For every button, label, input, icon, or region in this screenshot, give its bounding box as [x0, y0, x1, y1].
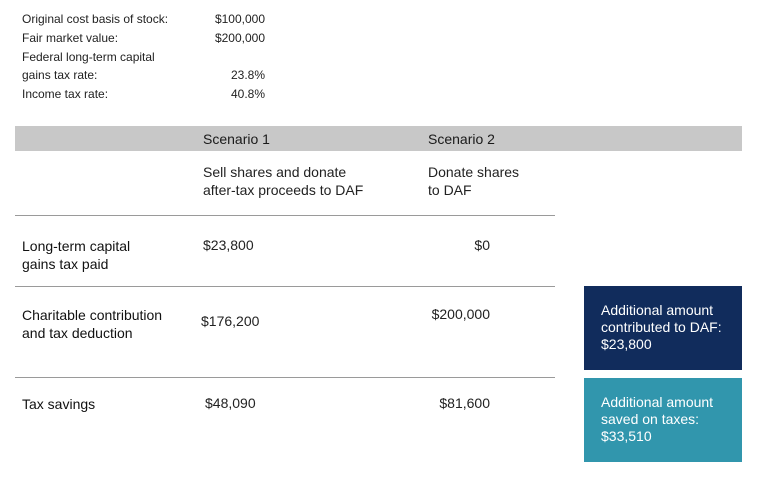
callout-line: Additional amount [601, 302, 714, 318]
row-label-line: Charitable contribution [22, 307, 163, 323]
row-divider [15, 286, 555, 287]
callout-additional-contributed: Additional amount contributed to DAF: $2… [584, 286, 742, 370]
scenario-2-desc-line: to DAF [428, 182, 472, 198]
scenario-1-desc: Sell shares and donate after-tax proceed… [203, 163, 363, 199]
row-label-line: Long-term capital [22, 238, 131, 254]
scenario-header-bar [15, 126, 742, 151]
assumption-label: Fair market value: [22, 31, 119, 45]
row-divider [15, 377, 555, 378]
callout-additional-saved: Additional amount saved on taxes: $33,51… [584, 378, 742, 462]
row-2-scenario-1-value: $176,200 [201, 313, 260, 329]
row-label-line: gains tax paid [22, 256, 109, 272]
row-divider [15, 215, 555, 216]
assumption-value: 40.8% [230, 87, 265, 101]
assumption-label: Original cost basis of stock: [22, 12, 169, 26]
scenario-2-title: Scenario 2 [428, 131, 495, 147]
row-1-scenario-1-value: $23,800 [203, 237, 254, 253]
row-label-charitable-contribution: Charitable contribution and tax deductio… [22, 306, 162, 342]
assumption-value: $100,000 [214, 12, 265, 26]
row-label-tax-savings: Tax savings [22, 395, 95, 413]
scenario-1-desc-line: after-tax proceeds to DAF [203, 182, 364, 198]
assumption-value: $200,000 [214, 31, 265, 45]
callout-line: Additional amount [601, 394, 714, 410]
callout-line: contributed to DAF: [601, 319, 722, 335]
row-label-line: and tax deduction [22, 325, 133, 341]
row-label-capital-gains: Long-term capital gains tax paid [22, 237, 130, 273]
assumption-label: Income tax rate: [22, 87, 109, 101]
assumption-label: Federal long-term capital [22, 50, 155, 64]
row-1-scenario-2-value: $0 [474, 237, 490, 253]
row-2-scenario-2-value: $200,000 [431, 306, 490, 322]
scenario-1-desc-line: Sell shares and donate [203, 164, 347, 180]
row-3-scenario-1-value: $48,090 [205, 395, 256, 411]
scenario-2-desc-line: Donate shares [428, 164, 520, 180]
row-3-scenario-2-value: $81,600 [439, 395, 490, 411]
row-label-line: Tax savings [22, 396, 96, 412]
scenario-2-desc: Donate shares to DAF [428, 163, 519, 199]
callout-amount: $23,800 [601, 336, 652, 352]
callout-line: saved on taxes: [601, 411, 700, 427]
callout-amount: $33,510 [601, 428, 652, 444]
assumption-value: 23.8% [230, 68, 265, 82]
scenario-1-title: Scenario 1 [203, 131, 270, 147]
assumption-label: gains tax rate: [22, 68, 98, 82]
